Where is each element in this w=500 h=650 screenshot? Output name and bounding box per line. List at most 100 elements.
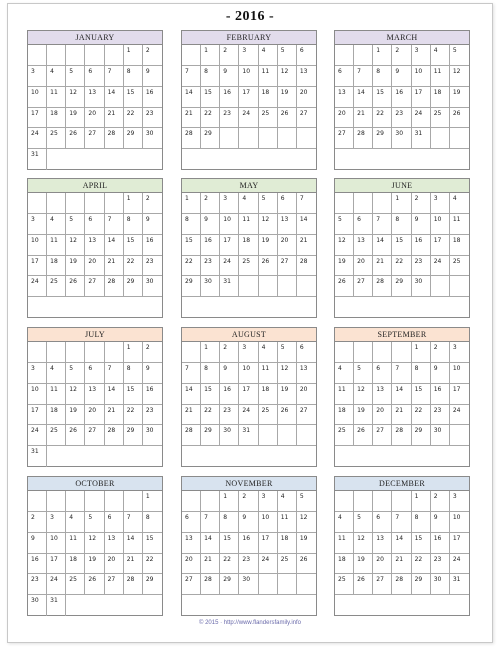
- day-cell: 1: [201, 342, 221, 363]
- day-cell: 5: [277, 45, 297, 66]
- day-number: 21: [185, 109, 193, 117]
- day-number: 5: [69, 67, 74, 75]
- month-header: JANUARY: [28, 31, 162, 45]
- day-cell: 14: [182, 86, 202, 108]
- empty-cell: [201, 297, 220, 318]
- day-number: 11: [50, 385, 58, 393]
- day-cell: 6: [296, 45, 316, 66]
- day-number: 23: [145, 406, 154, 414]
- day-cell: 27: [335, 128, 355, 150]
- day-number: 5: [280, 344, 285, 351]
- day-number: 22: [145, 555, 154, 563]
- empty-cell: [259, 595, 278, 616]
- day-cell: 22: [220, 553, 240, 575]
- month-may: MAY 1 2 3 4 5 6 7 8 9 10 11 12 13 14 15 16 17 18 19 20 21 22 23…: [181, 178, 317, 318]
- empty-cell: [431, 595, 450, 616]
- day-cell: 26: [85, 574, 105, 596]
- day-cell: 29: [220, 574, 240, 596]
- day-cell: 2: [220, 45, 240, 66]
- empty-cell: [85, 149, 104, 170]
- month-november: NOVEMBER 1 2 3 4 5 6 7 8 9 10 11 12 13 14 15 16 17 18 19 20 2…: [181, 476, 317, 616]
- day-number: 6: [88, 215, 93, 223]
- empty-cell: [335, 491, 355, 512]
- day-cell: 21: [392, 553, 412, 575]
- month-header: DECEMBER: [335, 477, 469, 491]
- day-cell: 6: [373, 362, 393, 384]
- day-cell: 15: [220, 532, 240, 554]
- empty-cell: [412, 297, 431, 318]
- day-cell: 5: [354, 511, 374, 533]
- day-number: 3: [452, 344, 457, 351]
- day-cell: 20: [373, 404, 393, 426]
- day-cell: 23: [28, 574, 48, 596]
- day-cell: 2: [142, 45, 162, 66]
- day-number: 20: [107, 555, 116, 563]
- empty-cell: [85, 45, 105, 66]
- day-number: 29: [414, 576, 423, 584]
- empty-cell: [66, 45, 86, 66]
- day-number: 10: [31, 88, 39, 96]
- day-cell: 24: [449, 554, 469, 575]
- day-number: 1: [204, 344, 208, 351]
- day-grid: 1 2 3 4 5 6 7 8 9 10 11 12 13 14 15 16 17 18 19 20 21 22 23 24 2…: [28, 193, 162, 318]
- day-cell: 28: [104, 128, 124, 150]
- empty-cell: [182, 149, 201, 170]
- day-cell: 2: [220, 342, 240, 363]
- day-cell: 30: [430, 425, 450, 447]
- day-cell: 21: [201, 553, 221, 575]
- day-number: 30: [433, 427, 442, 435]
- day-number: 18: [433, 88, 442, 96]
- day-cell: 9: [239, 511, 259, 533]
- day-number: 28: [204, 576, 212, 584]
- month-header: SEPTEMBER: [335, 328, 469, 342]
- day-cell: 14: [354, 86, 374, 108]
- empty-cell: [373, 193, 393, 214]
- empty-cell: [373, 297, 392, 318]
- day-cell: 25: [47, 276, 67, 298]
- day-number: 9: [433, 364, 438, 372]
- empty-cell: [201, 491, 221, 512]
- day-number: 15: [223, 534, 231, 542]
- day-number: 14: [395, 385, 404, 393]
- day-cell: 29: [411, 425, 431, 447]
- empty-cell: [239, 128, 259, 150]
- day-cell: 18: [47, 404, 67, 426]
- day-cell: 26: [449, 108, 469, 129]
- day-cell: 1: [373, 45, 393, 66]
- day-number: 22: [204, 406, 212, 414]
- empty-cell: [278, 297, 297, 318]
- day-cell: 14: [392, 532, 412, 554]
- empty-cell: [278, 595, 297, 616]
- day-number: 19: [88, 555, 97, 563]
- day-cell: 17: [449, 384, 469, 405]
- empty-cell: [201, 595, 220, 616]
- day-number: 2: [145, 47, 150, 54]
- empty-cell: [28, 342, 48, 363]
- day-cell: 4: [335, 511, 355, 533]
- page-title: - 2016 -: [225, 9, 275, 24]
- day-cell: 15: [123, 383, 143, 405]
- day-cell: 13: [373, 532, 393, 554]
- day-cell: 23: [392, 107, 412, 129]
- month-july: JULY 1 2 3 4 5 6 7 8 9 10 11 12 13 14 15 16 17 18 19 20 21 22 2…: [27, 327, 163, 467]
- empty-cell: [143, 446, 162, 467]
- empty-cell: [105, 595, 124, 616]
- day-cell: 24: [258, 553, 278, 575]
- empty-cell: [354, 297, 373, 318]
- empty-cell: [124, 297, 143, 318]
- day-cell: 26: [66, 276, 86, 298]
- day-cell: 14: [201, 532, 221, 554]
- day-cell: 25: [449, 256, 469, 277]
- day-number: 30: [204, 278, 212, 286]
- day-cell: 27: [296, 405, 316, 426]
- day-cell: 19: [258, 234, 278, 256]
- empty-cell: [47, 149, 66, 170]
- day-cell: 7: [182, 65, 202, 87]
- day-number: 4: [261, 47, 266, 54]
- empty-cell: [66, 595, 85, 616]
- day-number: 26: [69, 130, 77, 138]
- day-cell: 21: [182, 107, 202, 129]
- day-number: 6: [88, 67, 93, 75]
- day-number: 10: [452, 513, 461, 521]
- day-number: 26: [299, 555, 308, 563]
